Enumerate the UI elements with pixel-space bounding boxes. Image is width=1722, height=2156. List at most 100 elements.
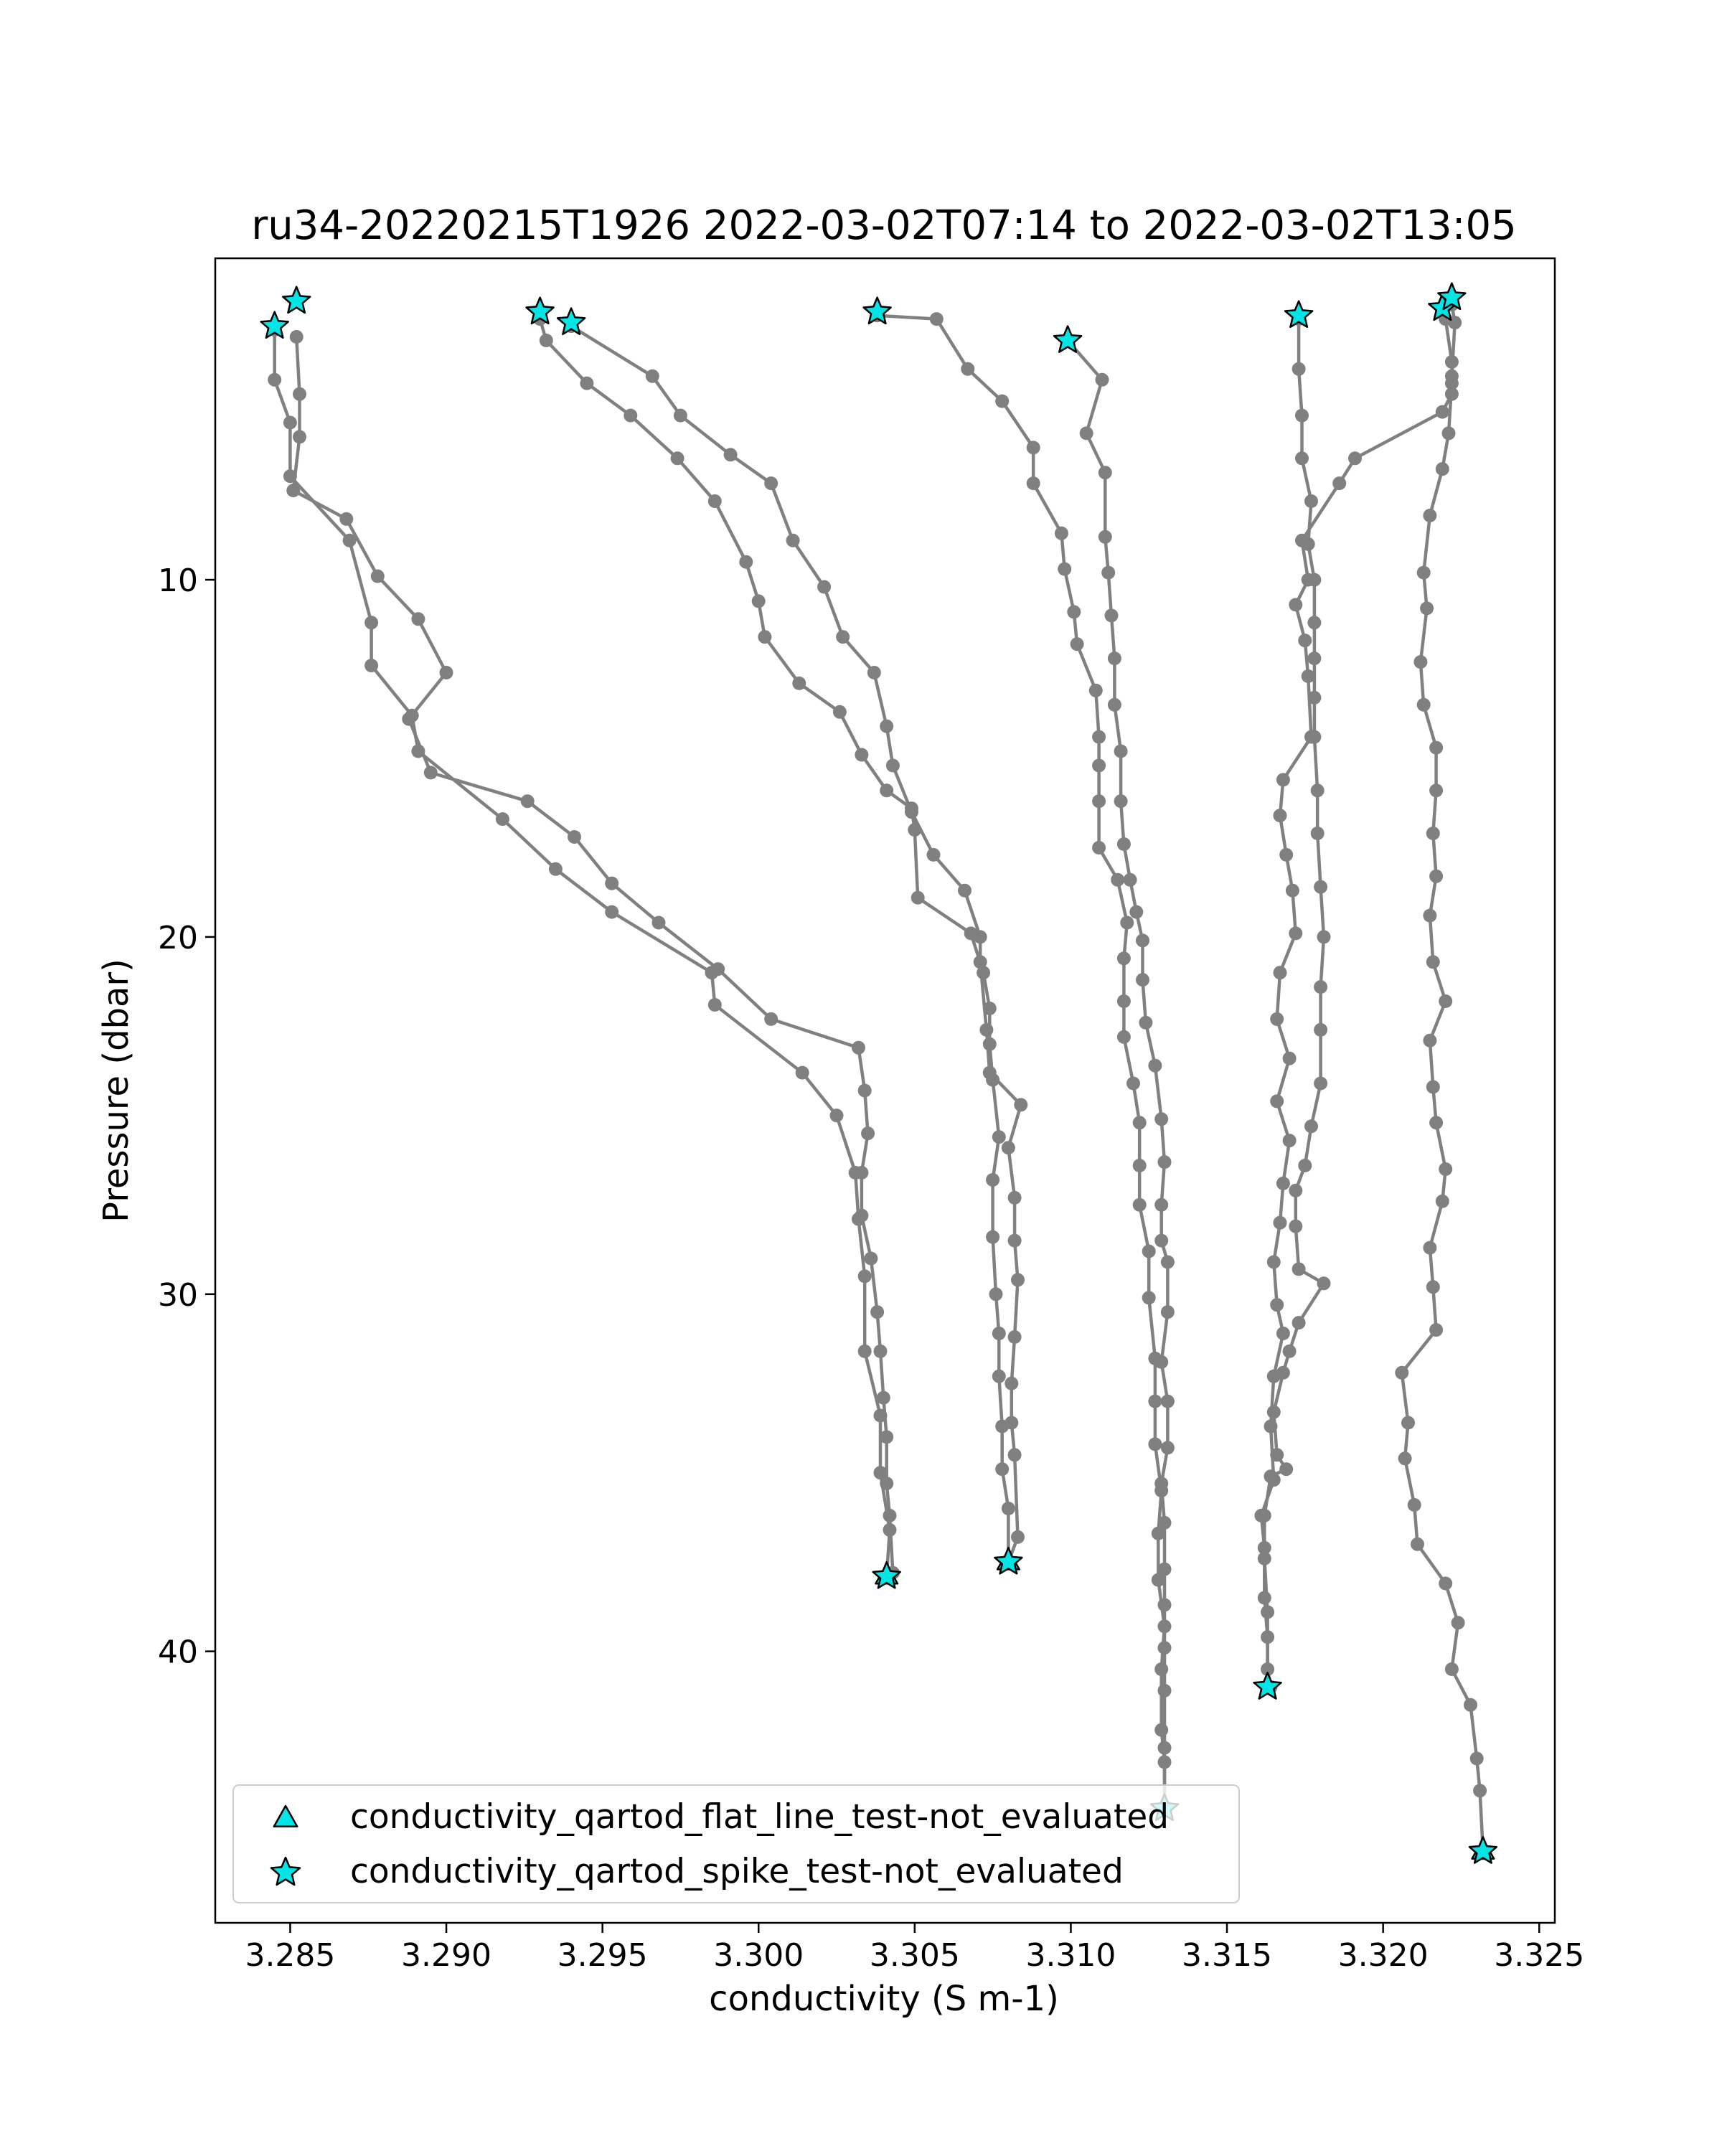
data-point	[1054, 526, 1068, 540]
x-tick-label: 3.310	[1025, 1937, 1116, 1974]
data-point	[1098, 466, 1112, 480]
data-point	[1092, 841, 1106, 855]
data-point	[751, 594, 766, 608]
data-point	[1304, 730, 1318, 744]
data-point	[1139, 1015, 1153, 1030]
data-point	[1154, 1355, 1169, 1369]
data-point	[1439, 1576, 1453, 1591]
spike-test-star-marker	[1437, 282, 1467, 311]
data-point	[268, 372, 282, 387]
data-point	[979, 1022, 994, 1037]
profile-line-2	[273, 329, 892, 1577]
data-point	[651, 915, 666, 930]
legend-box	[232, 1784, 1240, 1903]
data-point	[1067, 605, 1081, 619]
data-point	[1154, 1662, 1169, 1676]
data-point	[1014, 1098, 1028, 1112]
data-point	[739, 555, 753, 569]
data-point	[1301, 573, 1315, 587]
data-point	[1079, 426, 1093, 441]
data-point	[286, 484, 301, 498]
data-point	[1413, 655, 1428, 669]
data-point	[1304, 1119, 1318, 1134]
data-point	[1435, 405, 1449, 419]
data-point	[520, 794, 535, 809]
data-point	[1026, 441, 1040, 455]
data-point	[764, 476, 778, 491]
data-point	[1154, 1112, 1169, 1126]
spike-test-star-marker	[872, 1560, 901, 1589]
data-point	[1157, 1598, 1172, 1612]
data-point	[1314, 1022, 1328, 1037]
data-point	[1273, 1215, 1287, 1230]
data-point	[1151, 1526, 1165, 1540]
data-point	[817, 580, 832, 594]
data-point	[1426, 1080, 1440, 1094]
y-tick-label: 30	[158, 1277, 198, 1314]
data-point	[829, 1108, 844, 1123]
data-point	[958, 883, 971, 898]
data-point	[1401, 1416, 1415, 1430]
data-point	[1148, 1394, 1162, 1408]
data-point	[1004, 1376, 1019, 1390]
data-point	[283, 469, 297, 484]
data-point	[1429, 869, 1444, 883]
spike-test-star-marker	[862, 296, 892, 325]
data-point	[883, 1522, 897, 1537]
data-point	[705, 966, 719, 980]
data-point	[1092, 758, 1106, 773]
data-point	[1473, 1784, 1487, 1798]
data-point	[1157, 1155, 1172, 1169]
legend-star-marker	[270, 1856, 301, 1886]
data-point	[1439, 994, 1453, 1008]
spike-test-star-marker	[1284, 300, 1314, 329]
data-point	[1157, 1641, 1172, 1655]
data-point	[1142, 1244, 1156, 1258]
data-point	[1026, 476, 1040, 491]
data-point	[1464, 1698, 1477, 1712]
data-point	[832, 705, 847, 719]
data-point	[1154, 1197, 1169, 1212]
data-point	[986, 1230, 1000, 1244]
data-point	[1058, 562, 1072, 576]
data-point	[857, 1269, 872, 1284]
data-point	[1444, 354, 1459, 369]
data-point	[1136, 933, 1149, 948]
data-point	[1282, 1344, 1297, 1358]
data-point	[1416, 697, 1431, 712]
legend-triangle-icon	[273, 1804, 298, 1828]
legend: conductivity_qartod_flat_line_test-not_e…	[232, 1784, 1240, 1903]
data-point	[283, 415, 297, 430]
profile-series-2	[268, 323, 897, 1583]
data-point	[848, 1166, 862, 1180]
data-point	[1266, 1369, 1281, 1383]
data-point	[1426, 955, 1440, 969]
data-point	[864, 1251, 878, 1266]
data-point	[1132, 1197, 1147, 1212]
data-point	[758, 630, 772, 644]
data-point	[873, 1466, 888, 1480]
data-point	[1289, 1183, 1303, 1197]
data-point	[342, 533, 357, 547]
data-point	[1154, 1723, 1169, 1737]
spike-test-star-marker	[1468, 1836, 1498, 1864]
spike-test-star-marker	[281, 286, 311, 314]
data-point	[1126, 1076, 1140, 1091]
data-point	[1398, 1451, 1412, 1466]
data-point	[973, 930, 987, 944]
data-point	[961, 362, 975, 376]
data-point	[1160, 1441, 1175, 1455]
data-point	[673, 408, 687, 423]
data-point	[293, 387, 306, 401]
data-point	[876, 1390, 890, 1405]
data-point	[1314, 980, 1328, 994]
data-point	[1001, 1502, 1015, 1515]
data-point	[880, 783, 894, 798]
data-point	[1007, 1190, 1022, 1205]
data-point	[423, 766, 438, 780]
x-tick-label: 3.295	[557, 1937, 648, 1974]
data-point	[1095, 372, 1109, 387]
data-point	[1441, 426, 1456, 441]
data-point	[1157, 1562, 1172, 1576]
data-point	[855, 748, 869, 762]
